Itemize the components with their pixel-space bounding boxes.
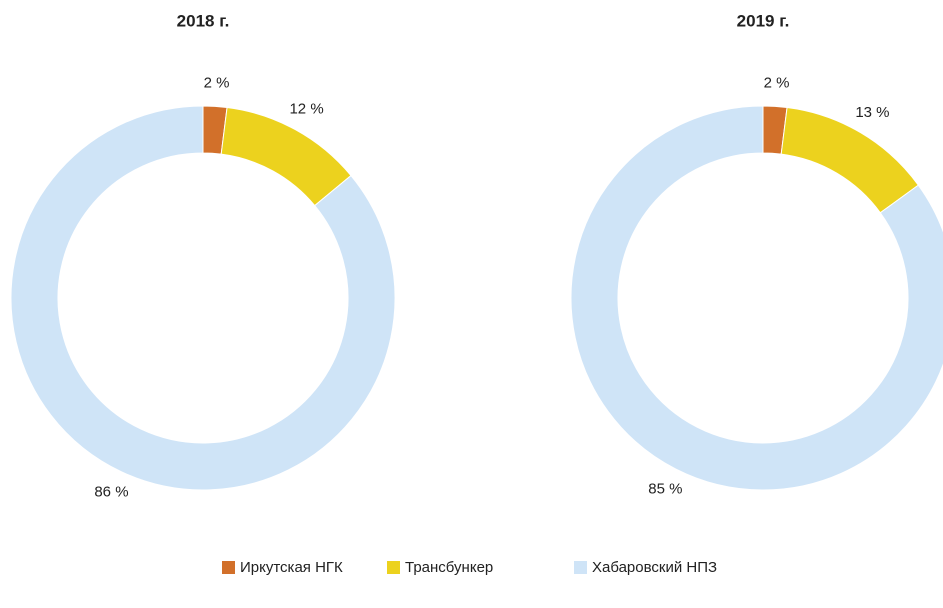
data-label: 13 % [855, 104, 889, 121]
donut-slice [570, 105, 943, 491]
legend-swatch [222, 561, 235, 574]
data-label: 85 % [648, 481, 682, 498]
data-label: 2 % [204, 74, 230, 91]
chart-title: 2019 г. [737, 11, 790, 30]
legend-label: Трансбункер [405, 559, 493, 576]
data-label: 2 % [764, 74, 790, 91]
legend-swatch [574, 561, 587, 574]
data-label: 12 % [289, 101, 323, 118]
donut-slice [780, 106, 920, 214]
legend-label: Иркутская НГК [240, 559, 343, 576]
legend-swatch [387, 561, 400, 574]
donut-slice [10, 105, 396, 491]
data-label: 86 % [94, 484, 128, 501]
legend-label: Хабаровский НПЗ [592, 559, 717, 576]
donut-slice [220, 106, 352, 207]
chart-title: 2018 г. [177, 11, 230, 30]
